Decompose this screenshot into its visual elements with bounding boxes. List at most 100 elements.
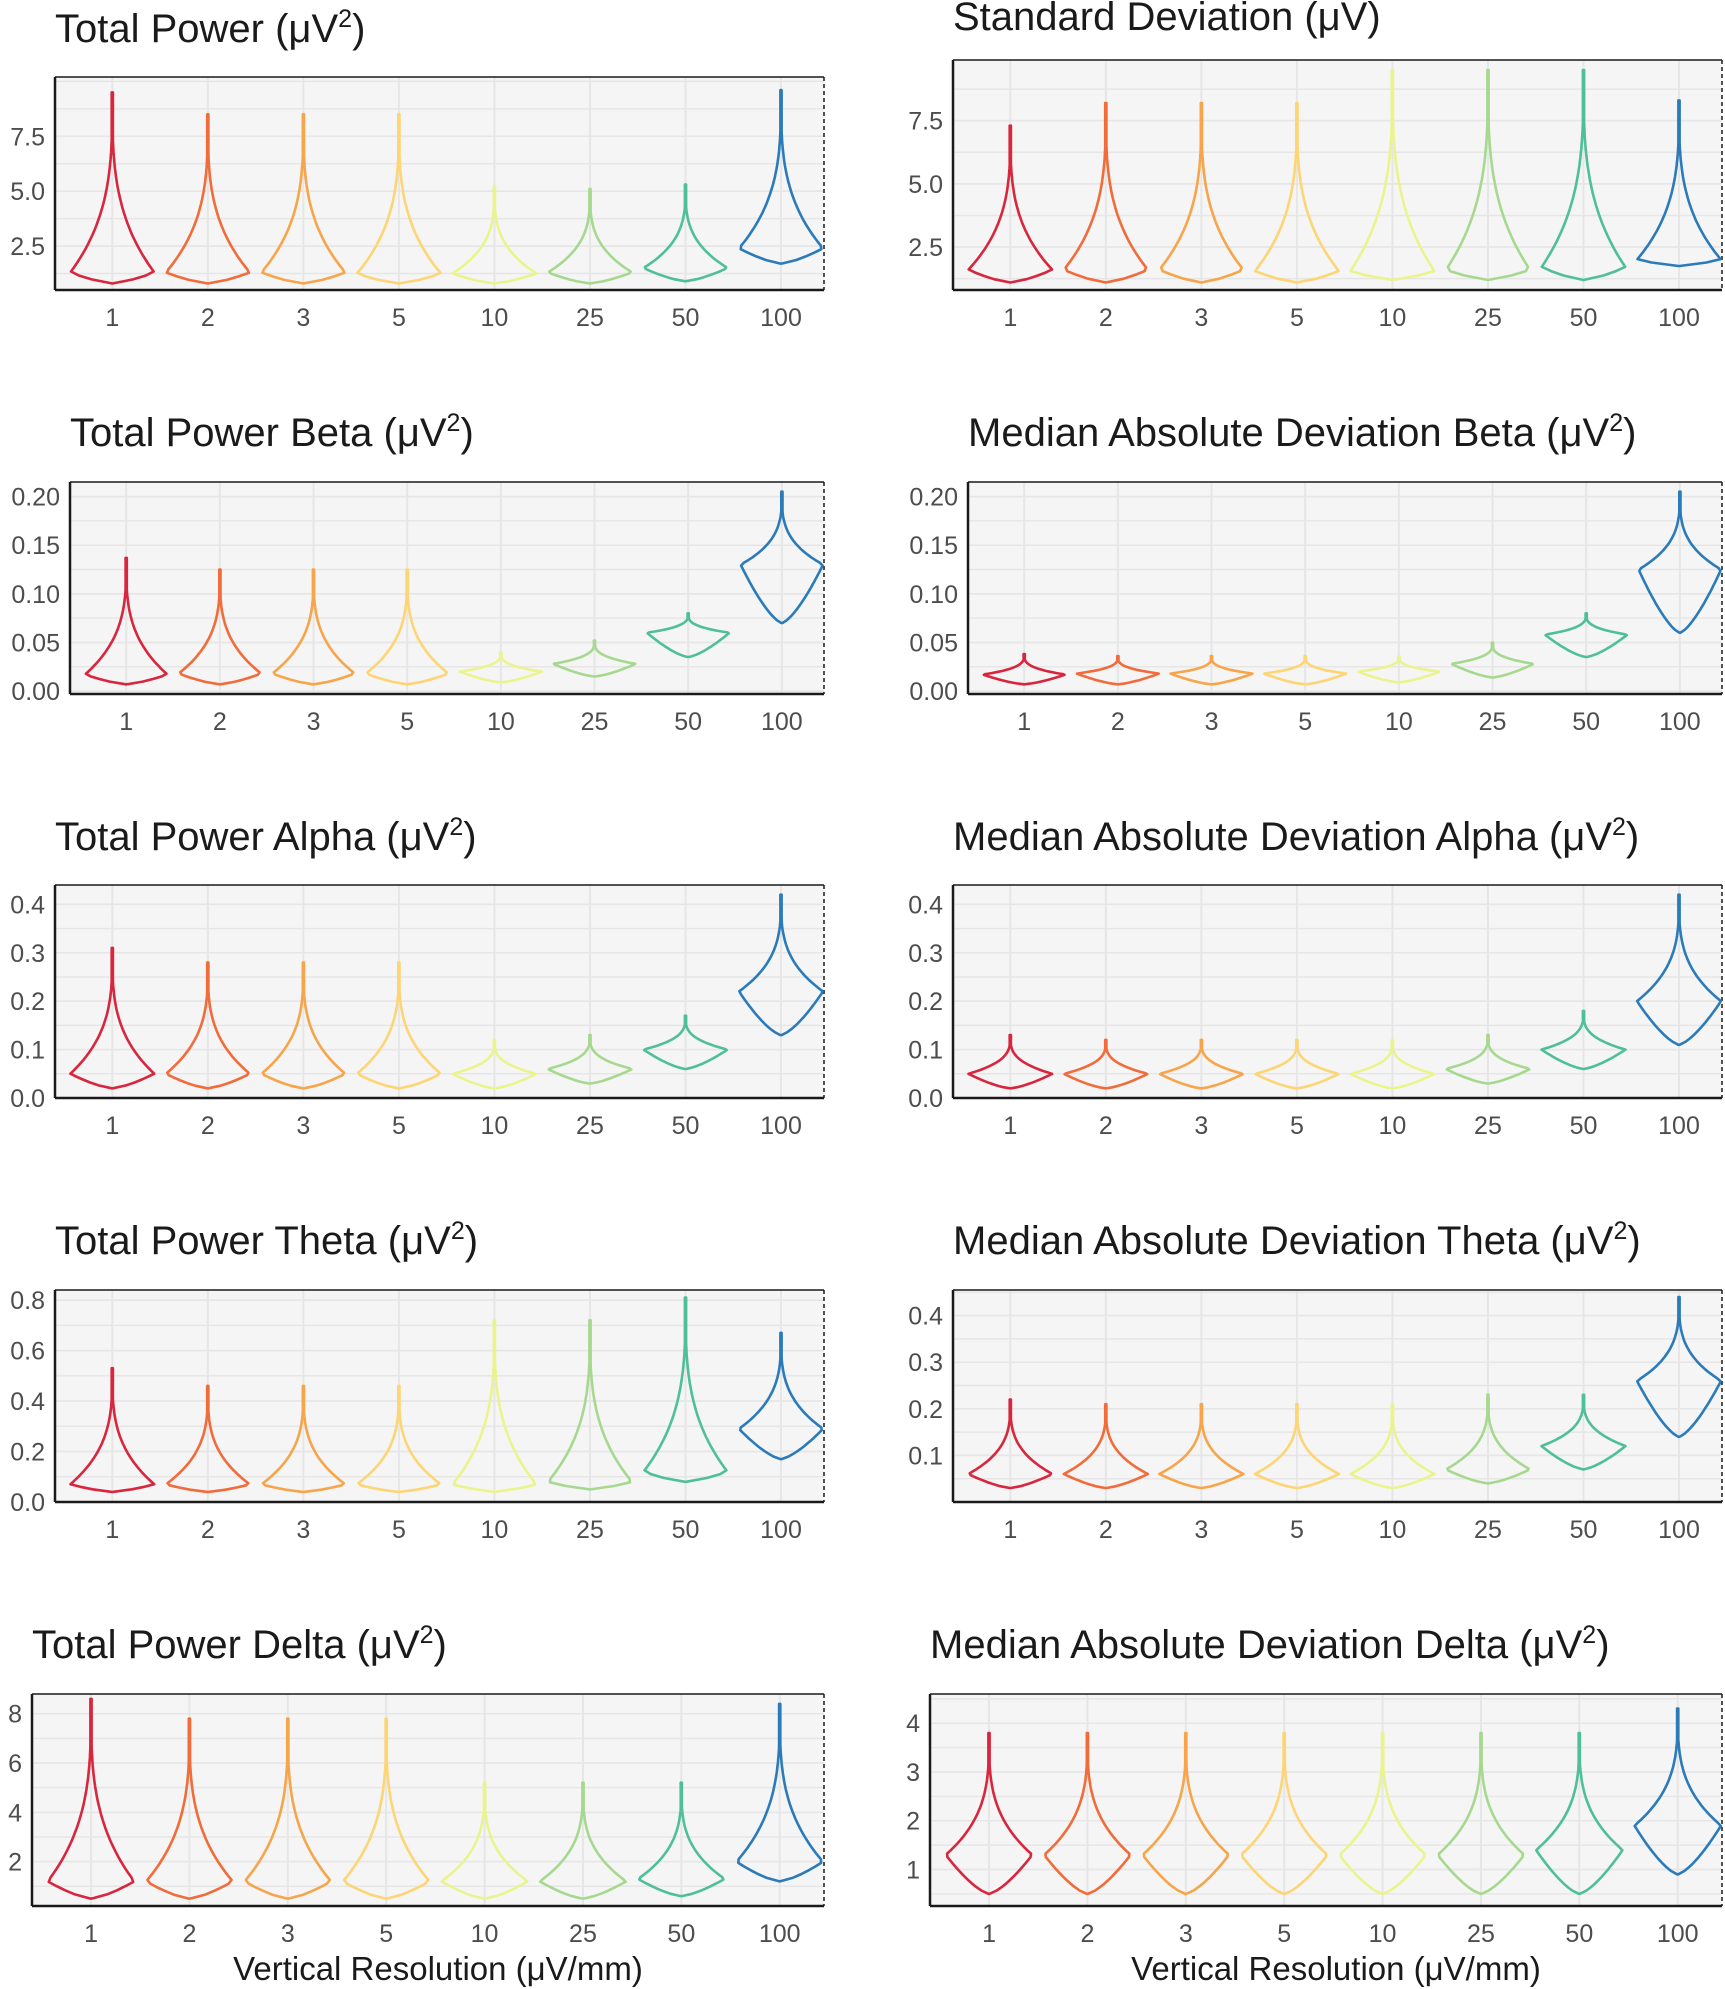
violin-2 bbox=[1062, 1402, 1150, 1490]
x-tick-label: 5 bbox=[392, 1516, 406, 1544]
y-tick-label: 8 bbox=[8, 1701, 22, 1729]
violin-5 bbox=[357, 1384, 441, 1494]
x-tick-label: 5 bbox=[400, 708, 414, 736]
y-tick-label: 0.0 bbox=[908, 1085, 943, 1113]
x-tick-label: 100 bbox=[760, 304, 802, 332]
y-tick-label: 0.8 bbox=[10, 1287, 45, 1315]
violin-3 bbox=[261, 1384, 345, 1494]
violin-50 bbox=[642, 1014, 728, 1071]
x-tick-label: 100 bbox=[759, 1920, 801, 1948]
violin-100 bbox=[1635, 893, 1723, 1047]
y-tick-label: 0.20 bbox=[909, 484, 958, 512]
x-tick-label: 1 bbox=[1003, 304, 1017, 332]
violin-100 bbox=[1638, 490, 1722, 634]
violin-2 bbox=[1044, 1731, 1131, 1896]
x-tick-label: 50 bbox=[1565, 1920, 1593, 1948]
y-tick-label: 0.00 bbox=[11, 678, 60, 706]
x-tick-label: 25 bbox=[576, 1112, 604, 1140]
y-tick-label: 0.00 bbox=[909, 678, 958, 706]
panel-background bbox=[968, 482, 1722, 694]
panel-title: Total Power (μV2) bbox=[55, 5, 365, 51]
violin-10 bbox=[451, 185, 538, 285]
x-tick-label: 2 bbox=[1099, 1516, 1113, 1544]
x-tick-label: 5 bbox=[1298, 708, 1312, 736]
violin-50 bbox=[643, 183, 728, 283]
panel-title: Total Power Theta (μV2) bbox=[55, 1217, 478, 1263]
y-tick-label: 7.5 bbox=[10, 123, 45, 151]
y-tick-label: 0.1 bbox=[10, 1037, 45, 1065]
x-tick-label: 10 bbox=[487, 708, 515, 736]
violin-5 bbox=[366, 568, 449, 686]
x-tick-label: 50 bbox=[672, 304, 700, 332]
y-tick-label: 0.4 bbox=[10, 891, 45, 919]
x-tick-label: 1 bbox=[105, 1112, 119, 1140]
violin-25 bbox=[539, 1781, 627, 1900]
x-tick-label: 1 bbox=[119, 708, 133, 736]
x-tick-label: 10 bbox=[1379, 1112, 1407, 1140]
x-tick-label: 100 bbox=[760, 1112, 802, 1140]
violin-10 bbox=[1339, 1731, 1426, 1896]
x-tick-label: 3 bbox=[1194, 1112, 1208, 1140]
violin-3 bbox=[261, 113, 346, 285]
x-tick-label: 50 bbox=[672, 1516, 700, 1544]
violin-10 bbox=[1349, 1038, 1435, 1090]
x-tick-label: 50 bbox=[1570, 304, 1598, 332]
y-tick-label: 0.05 bbox=[909, 629, 958, 657]
x-tick-label: 2 bbox=[201, 1112, 215, 1140]
violin-1 bbox=[47, 1697, 135, 1900]
violin-10 bbox=[451, 1038, 537, 1090]
x-tick-label: 5 bbox=[1277, 1920, 1291, 1948]
violin-5 bbox=[1241, 1731, 1328, 1896]
x-tick-label: 1 bbox=[84, 1920, 98, 1948]
violin-3 bbox=[1159, 101, 1243, 284]
panel-title: Total Power Alpha (μV2) bbox=[55, 813, 477, 859]
violin-3 bbox=[1169, 654, 1254, 686]
violin-10 bbox=[452, 1319, 537, 1494]
x-tick-label: 1 bbox=[1003, 1516, 1017, 1544]
y-tick-label: 0.2 bbox=[908, 988, 943, 1016]
x-tick-label: 10 bbox=[1369, 1920, 1397, 1948]
y-tick-label: 5.0 bbox=[908, 171, 943, 199]
violin-50 bbox=[1540, 1393, 1627, 1471]
violin-2 bbox=[1064, 101, 1148, 284]
violin-25 bbox=[547, 187, 632, 285]
violin-100 bbox=[1636, 99, 1722, 268]
violin-panel-6: 0.0 0.1 0.2 0.3 0.4 1 2 3 5 10 25 50 100 Median Absol… bbox=[908, 813, 1723, 1140]
x-tick-label: 50 bbox=[674, 708, 702, 736]
y-tick-label: 2.5 bbox=[908, 234, 943, 262]
x-tick-label: 25 bbox=[1474, 1516, 1502, 1544]
violin-50 bbox=[1540, 68, 1627, 282]
x-tick-label: 5 bbox=[392, 1112, 406, 1140]
x-tick-label: 100 bbox=[1657, 1920, 1699, 1948]
panel-background bbox=[55, 1290, 824, 1502]
panel-background bbox=[55, 885, 824, 1098]
x-tick-label: 10 bbox=[481, 304, 509, 332]
violin-panel-8: 0.1 0.2 0.3 0.4 1 2 3 5 10 25 50 100 Median Absolute… bbox=[908, 1217, 1723, 1544]
violin-5 bbox=[1254, 1038, 1340, 1090]
violin-25 bbox=[1437, 1731, 1525, 1896]
y-tick-label: 0.2 bbox=[10, 988, 45, 1016]
violin-panel-9: 2 4 6 8 1 2 3 5 10 25 50 100 Total Power Delta (μV2)… bbox=[8, 1621, 825, 1987]
violin-5 bbox=[1263, 654, 1348, 686]
violin-50 bbox=[1544, 612, 1629, 659]
y-tick-label: 5.0 bbox=[10, 178, 45, 206]
x-tick-label: 10 bbox=[1379, 1516, 1407, 1544]
y-tick-label: 0.3 bbox=[908, 1349, 943, 1377]
x-tick-label: 1 bbox=[105, 304, 119, 332]
x-tick-label: 3 bbox=[281, 1920, 295, 1948]
violin-50 bbox=[646, 612, 730, 659]
violin-25 bbox=[1445, 1033, 1531, 1085]
x-tick-label: 2 bbox=[201, 304, 215, 332]
x-tick-label: 25 bbox=[1474, 1112, 1502, 1140]
x-tick-label: 25 bbox=[1467, 1920, 1495, 1948]
violin-25 bbox=[548, 1319, 632, 1491]
violin-panel-2: 2.5 5.0 7.5 1 2 3 5 10 25 50 100 Standard Deviation… bbox=[908, 0, 1723, 332]
y-tick-label: 0.0 bbox=[10, 1085, 45, 1113]
y-tick-label: 0.1 bbox=[908, 1442, 943, 1470]
violin-5 bbox=[342, 1717, 430, 1900]
violin-2 bbox=[178, 568, 261, 686]
y-tick-label: 0.0 bbox=[10, 1489, 45, 1517]
x-tick-label: 100 bbox=[1658, 1516, 1700, 1544]
violin-3 bbox=[1158, 1402, 1245, 1490]
violin-100 bbox=[738, 893, 824, 1037]
